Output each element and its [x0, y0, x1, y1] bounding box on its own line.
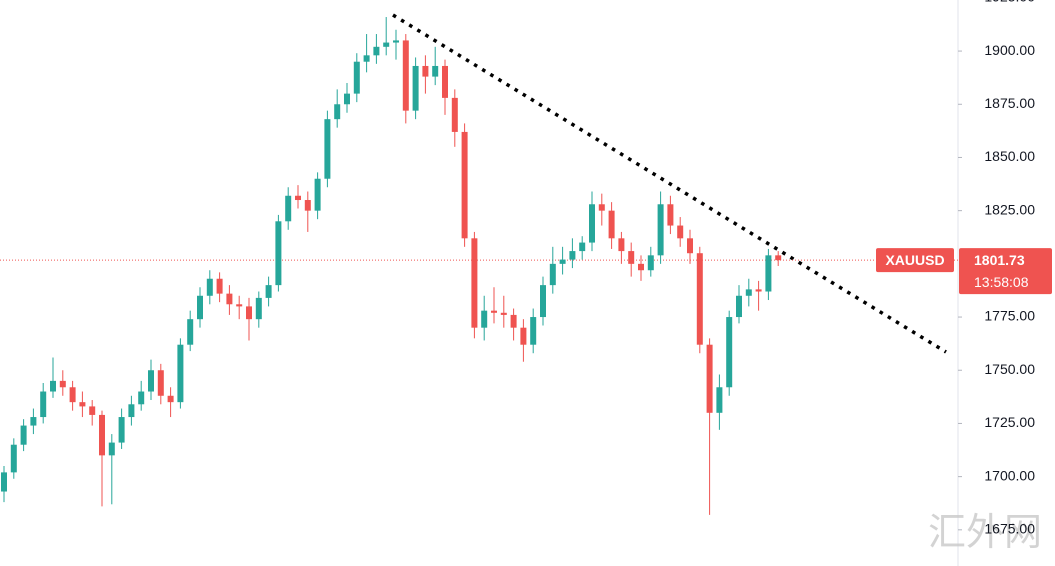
- candle-body: [246, 306, 252, 320]
- y-tick-label: 1900.00: [984, 42, 1035, 58]
- candle-body: [638, 263, 644, 271]
- candle-body: [520, 327, 527, 345]
- candle-body: [775, 255, 782, 261]
- candle-body: [30, 417, 37, 426]
- y-tick-label: 1775.00: [984, 308, 1035, 324]
- candle-body: [167, 395, 174, 403]
- candle-body: [412, 65, 419, 111]
- price-box: [959, 248, 1052, 295]
- symbol-box: [876, 248, 954, 273]
- candle-body: [69, 387, 76, 403]
- candle-body: [177, 344, 184, 403]
- candle-body: [265, 285, 272, 298]
- y-tick-label: 1925.00: [984, 0, 1035, 5]
- candle-body: [569, 251, 576, 260]
- candle-body: [138, 391, 145, 405]
- candle-body: [79, 402, 86, 407]
- candle-body: [647, 255, 654, 271]
- candle-body: [236, 304, 243, 307]
- candle-body: [579, 242, 586, 252]
- candle-body: [442, 65, 448, 98]
- candle-body: [461, 131, 468, 239]
- candle-body: [216, 278, 223, 294]
- y-tick-label: 1850.00: [984, 148, 1035, 164]
- candle-body: [755, 289, 762, 292]
- candle-body: [50, 380, 56, 392]
- candle-body: [363, 55, 370, 62]
- candle-body: [344, 93, 350, 105]
- candle-body: [128, 404, 135, 418]
- candle-body: [559, 259, 566, 264]
- candle-body: [422, 65, 429, 77]
- candle-body: [608, 210, 615, 239]
- y-tick-label: 1675.00: [984, 521, 1035, 537]
- candle-body: [726, 317, 733, 388]
- candle-body: [157, 370, 164, 396]
- candle-body: [765, 255, 772, 292]
- candle-body: [334, 104, 341, 120]
- candle-body: [373, 46, 380, 56]
- candle-body: [275, 221, 282, 286]
- symbol-label: XAUUSD: [885, 252, 944, 268]
- y-tick-label: 1825.00: [984, 201, 1035, 217]
- candle-body: [432, 65, 439, 77]
- candle-body: [118, 417, 125, 443]
- candle-body: [667, 204, 674, 226]
- candle-body: [383, 42, 390, 47]
- watermark: 汇外网: [928, 512, 1042, 554]
- candle-body: [353, 61, 360, 94]
- candle-body: [99, 414, 105, 456]
- y-tick-label: 1750.00: [984, 361, 1035, 377]
- candle-body: [677, 225, 684, 239]
- candle-body: [206, 278, 213, 296]
- candle-body: [255, 297, 262, 320]
- candle-body: [618, 238, 625, 252]
- price-label: 1801.73: [974, 252, 1025, 268]
- candle-body: [40, 391, 47, 418]
- candle-body: [589, 204, 595, 243]
- candle-body: [540, 285, 546, 318]
- y-tick-label: 1725.00: [984, 414, 1035, 430]
- candle-body: [402, 40, 409, 111]
- candle-body: [304, 200, 311, 211]
- candle-body: [706, 344, 713, 413]
- candle-body: [451, 97, 458, 132]
- candle-body: [745, 289, 752, 296]
- candle-body: [500, 312, 507, 315]
- candle-body: [295, 195, 301, 201]
- candle-body: [108, 442, 115, 456]
- trend-line: [392, 13, 947, 354]
- candle-body: [696, 253, 703, 345]
- candle-body: [1, 472, 7, 492]
- candle-body: [89, 406, 96, 415]
- candle-body: [59, 380, 66, 388]
- countdown-label: 13:58:08: [974, 274, 1029, 290]
- y-tick-label: 1700.00: [984, 467, 1035, 483]
- candle-body: [148, 370, 154, 392]
- candle-body: [324, 119, 331, 179]
- candle-body: [530, 317, 537, 345]
- candle-body: [736, 295, 742, 318]
- candle-body: [628, 251, 635, 264]
- candle-body: [687, 238, 693, 254]
- candle-body: [491, 310, 497, 313]
- candle-body: [716, 387, 723, 413]
- candle-body: [510, 314, 517, 328]
- candle-body: [285, 195, 292, 222]
- candle-body: [187, 319, 194, 345]
- y-tick-label: 1875.00: [984, 95, 1035, 111]
- candle-body: [598, 204, 605, 211]
- candle-body: [481, 310, 488, 328]
- candle-body: [314, 178, 321, 211]
- candle-body: [657, 204, 664, 256]
- candle-body: [393, 40, 399, 43]
- candle-body: [226, 293, 233, 305]
- candle-body: [549, 263, 556, 286]
- candle-body: [471, 238, 478, 328]
- candle-body: [10, 444, 17, 473]
- candle-body: [197, 295, 203, 320]
- candle-body: [20, 425, 27, 445]
